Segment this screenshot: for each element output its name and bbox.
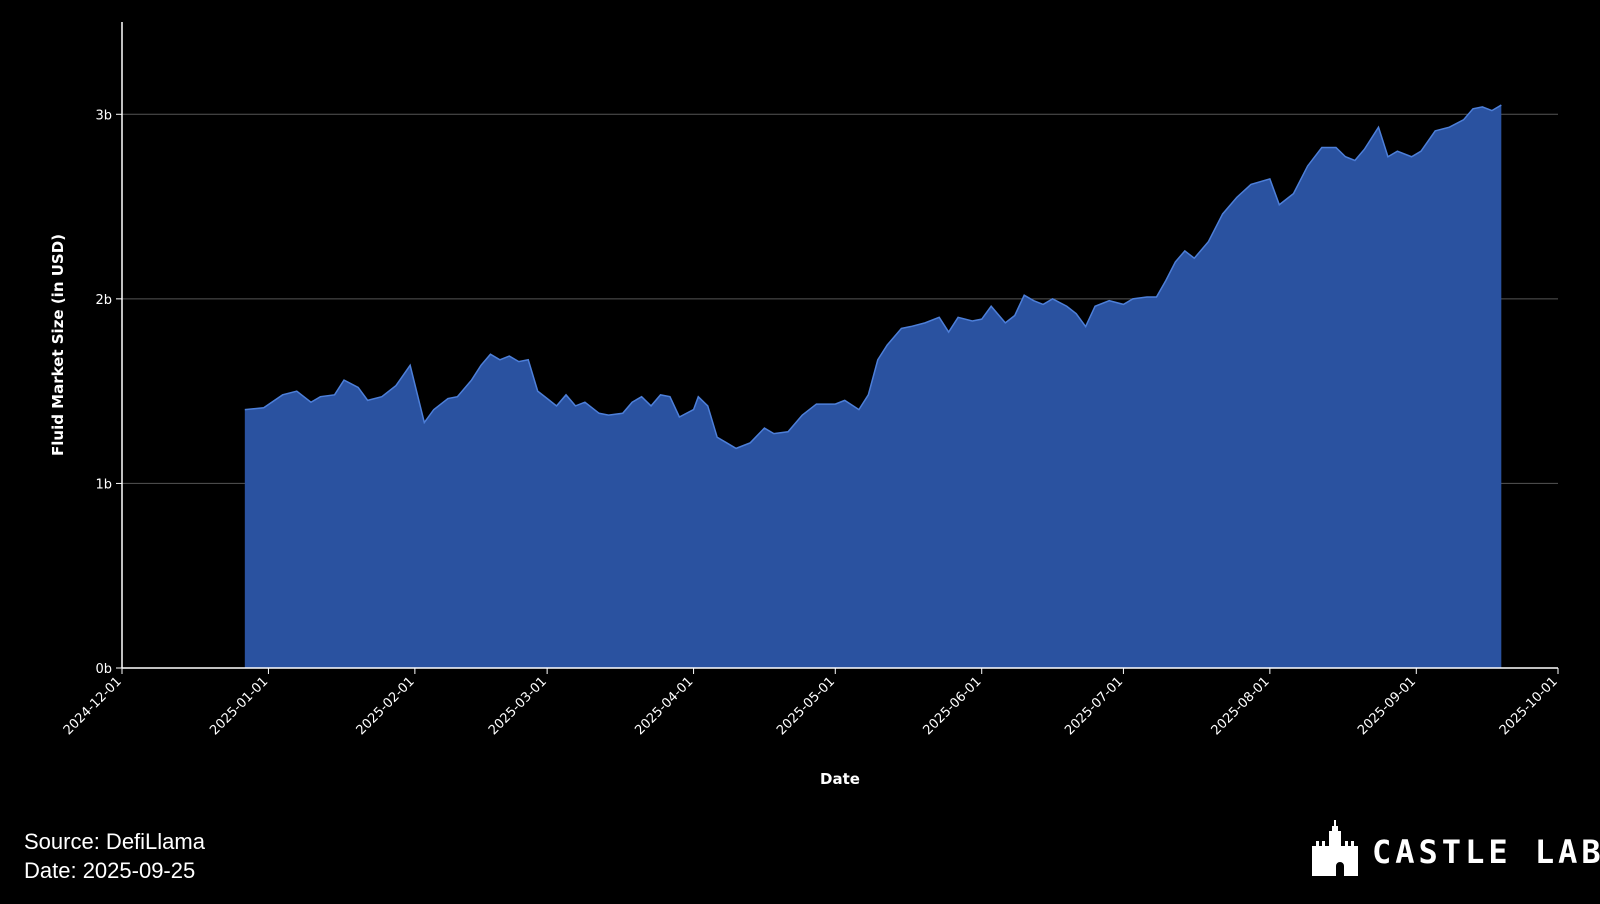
y-tick-label: 3b <box>95 108 112 123</box>
area-line <box>244 104 1502 450</box>
castle-icon <box>1312 820 1358 876</box>
y-axis-label: Fluid Market Size (in USD) <box>49 234 67 456</box>
source-note: Source: DefiLlama <box>24 829 206 854</box>
date-note: Date: 2025-09-25 <box>24 858 195 883</box>
x-axis-label: Date <box>820 770 860 788</box>
brand-logo: CASTLE LABS <box>1312 820 1600 876</box>
y-tick-label: 1b <box>95 477 112 492</box>
y-tick-label: 0b <box>95 662 112 677</box>
y-tick-label: 2b <box>95 293 112 308</box>
brand-name: CASTLE LABS <box>1372 833 1600 871</box>
area <box>244 105 1502 669</box>
